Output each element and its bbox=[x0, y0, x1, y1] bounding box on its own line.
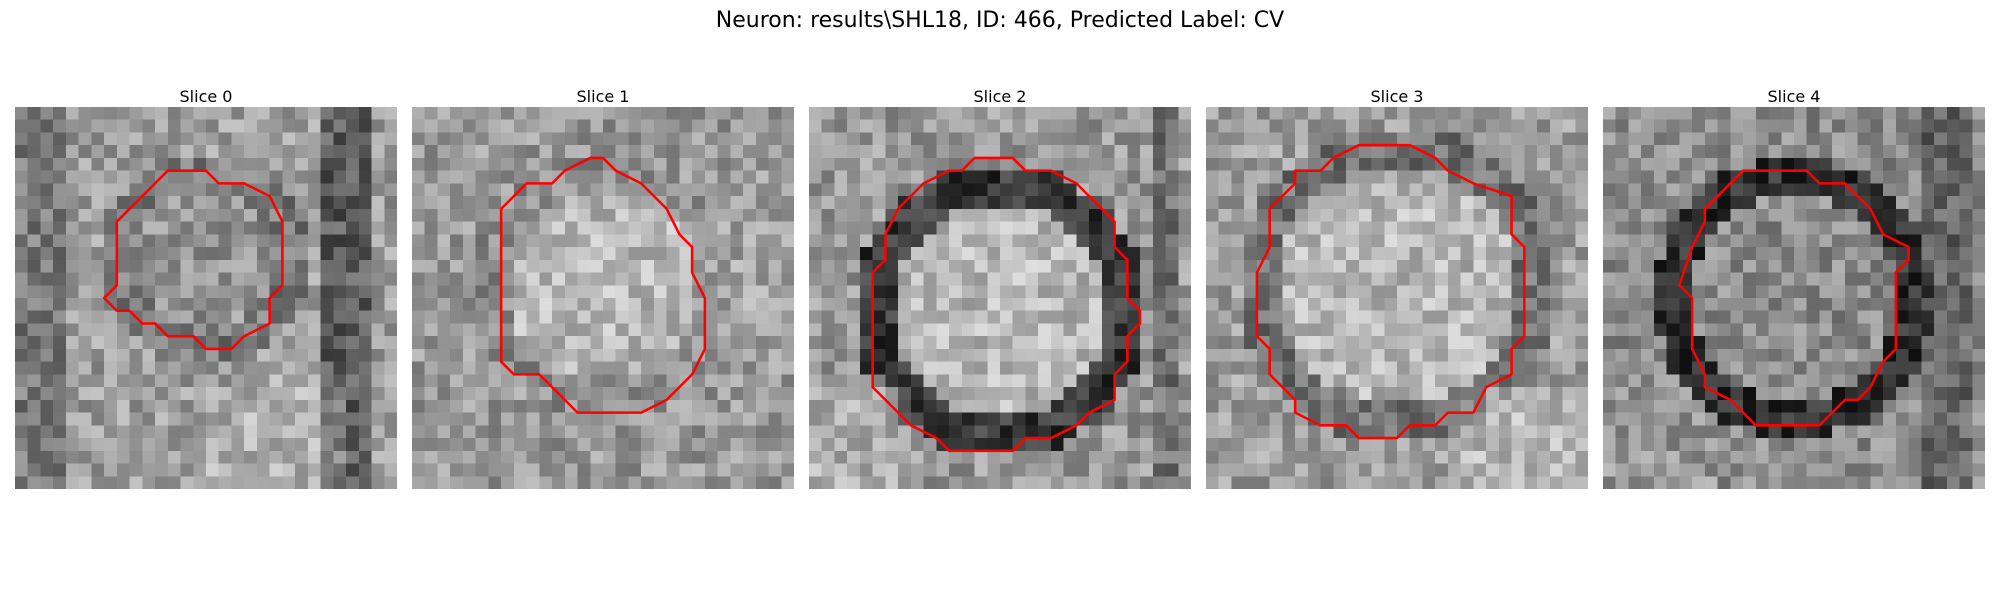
segmentation-contour bbox=[499, 156, 707, 414]
segmentation-contour bbox=[1678, 169, 1910, 427]
slice-0-image bbox=[15, 107, 397, 489]
pixel-grid bbox=[1206, 107, 1588, 489]
slice-4-title: Slice 4 bbox=[1767, 87, 1821, 106]
slice-1-title: Slice 1 bbox=[576, 87, 630, 106]
segmentation-contour bbox=[871, 156, 1142, 453]
slice-3-title: Slice 3 bbox=[1370, 87, 1424, 106]
pixel-grid bbox=[1603, 107, 1985, 489]
slice-panel-0: Slice 0 bbox=[15, 87, 397, 489]
slice-4-image bbox=[1603, 107, 1985, 489]
slice-2-image bbox=[809, 107, 1191, 489]
slice-panel-4: Slice 4 bbox=[1603, 87, 1985, 489]
slice-1-image bbox=[412, 107, 794, 489]
slice-2-title: Slice 2 bbox=[973, 87, 1027, 106]
segmentation-contour bbox=[102, 169, 284, 351]
segmentation-contour bbox=[1255, 143, 1526, 440]
pixel-grid bbox=[15, 107, 397, 489]
slice-panel-2: Slice 2 bbox=[809, 87, 1191, 489]
figure-title: Neuron: results\SHL18, ID: 466, Predicte… bbox=[715, 8, 1285, 33]
pixel-grid bbox=[809, 107, 1191, 489]
slice-3-image bbox=[1206, 107, 1588, 489]
slice-panel-1: Slice 1 bbox=[412, 87, 794, 489]
pixel-grid bbox=[412, 107, 794, 489]
slice-0-title: Slice 0 bbox=[179, 87, 233, 106]
slice-panel-3: Slice 3 bbox=[1206, 87, 1588, 489]
